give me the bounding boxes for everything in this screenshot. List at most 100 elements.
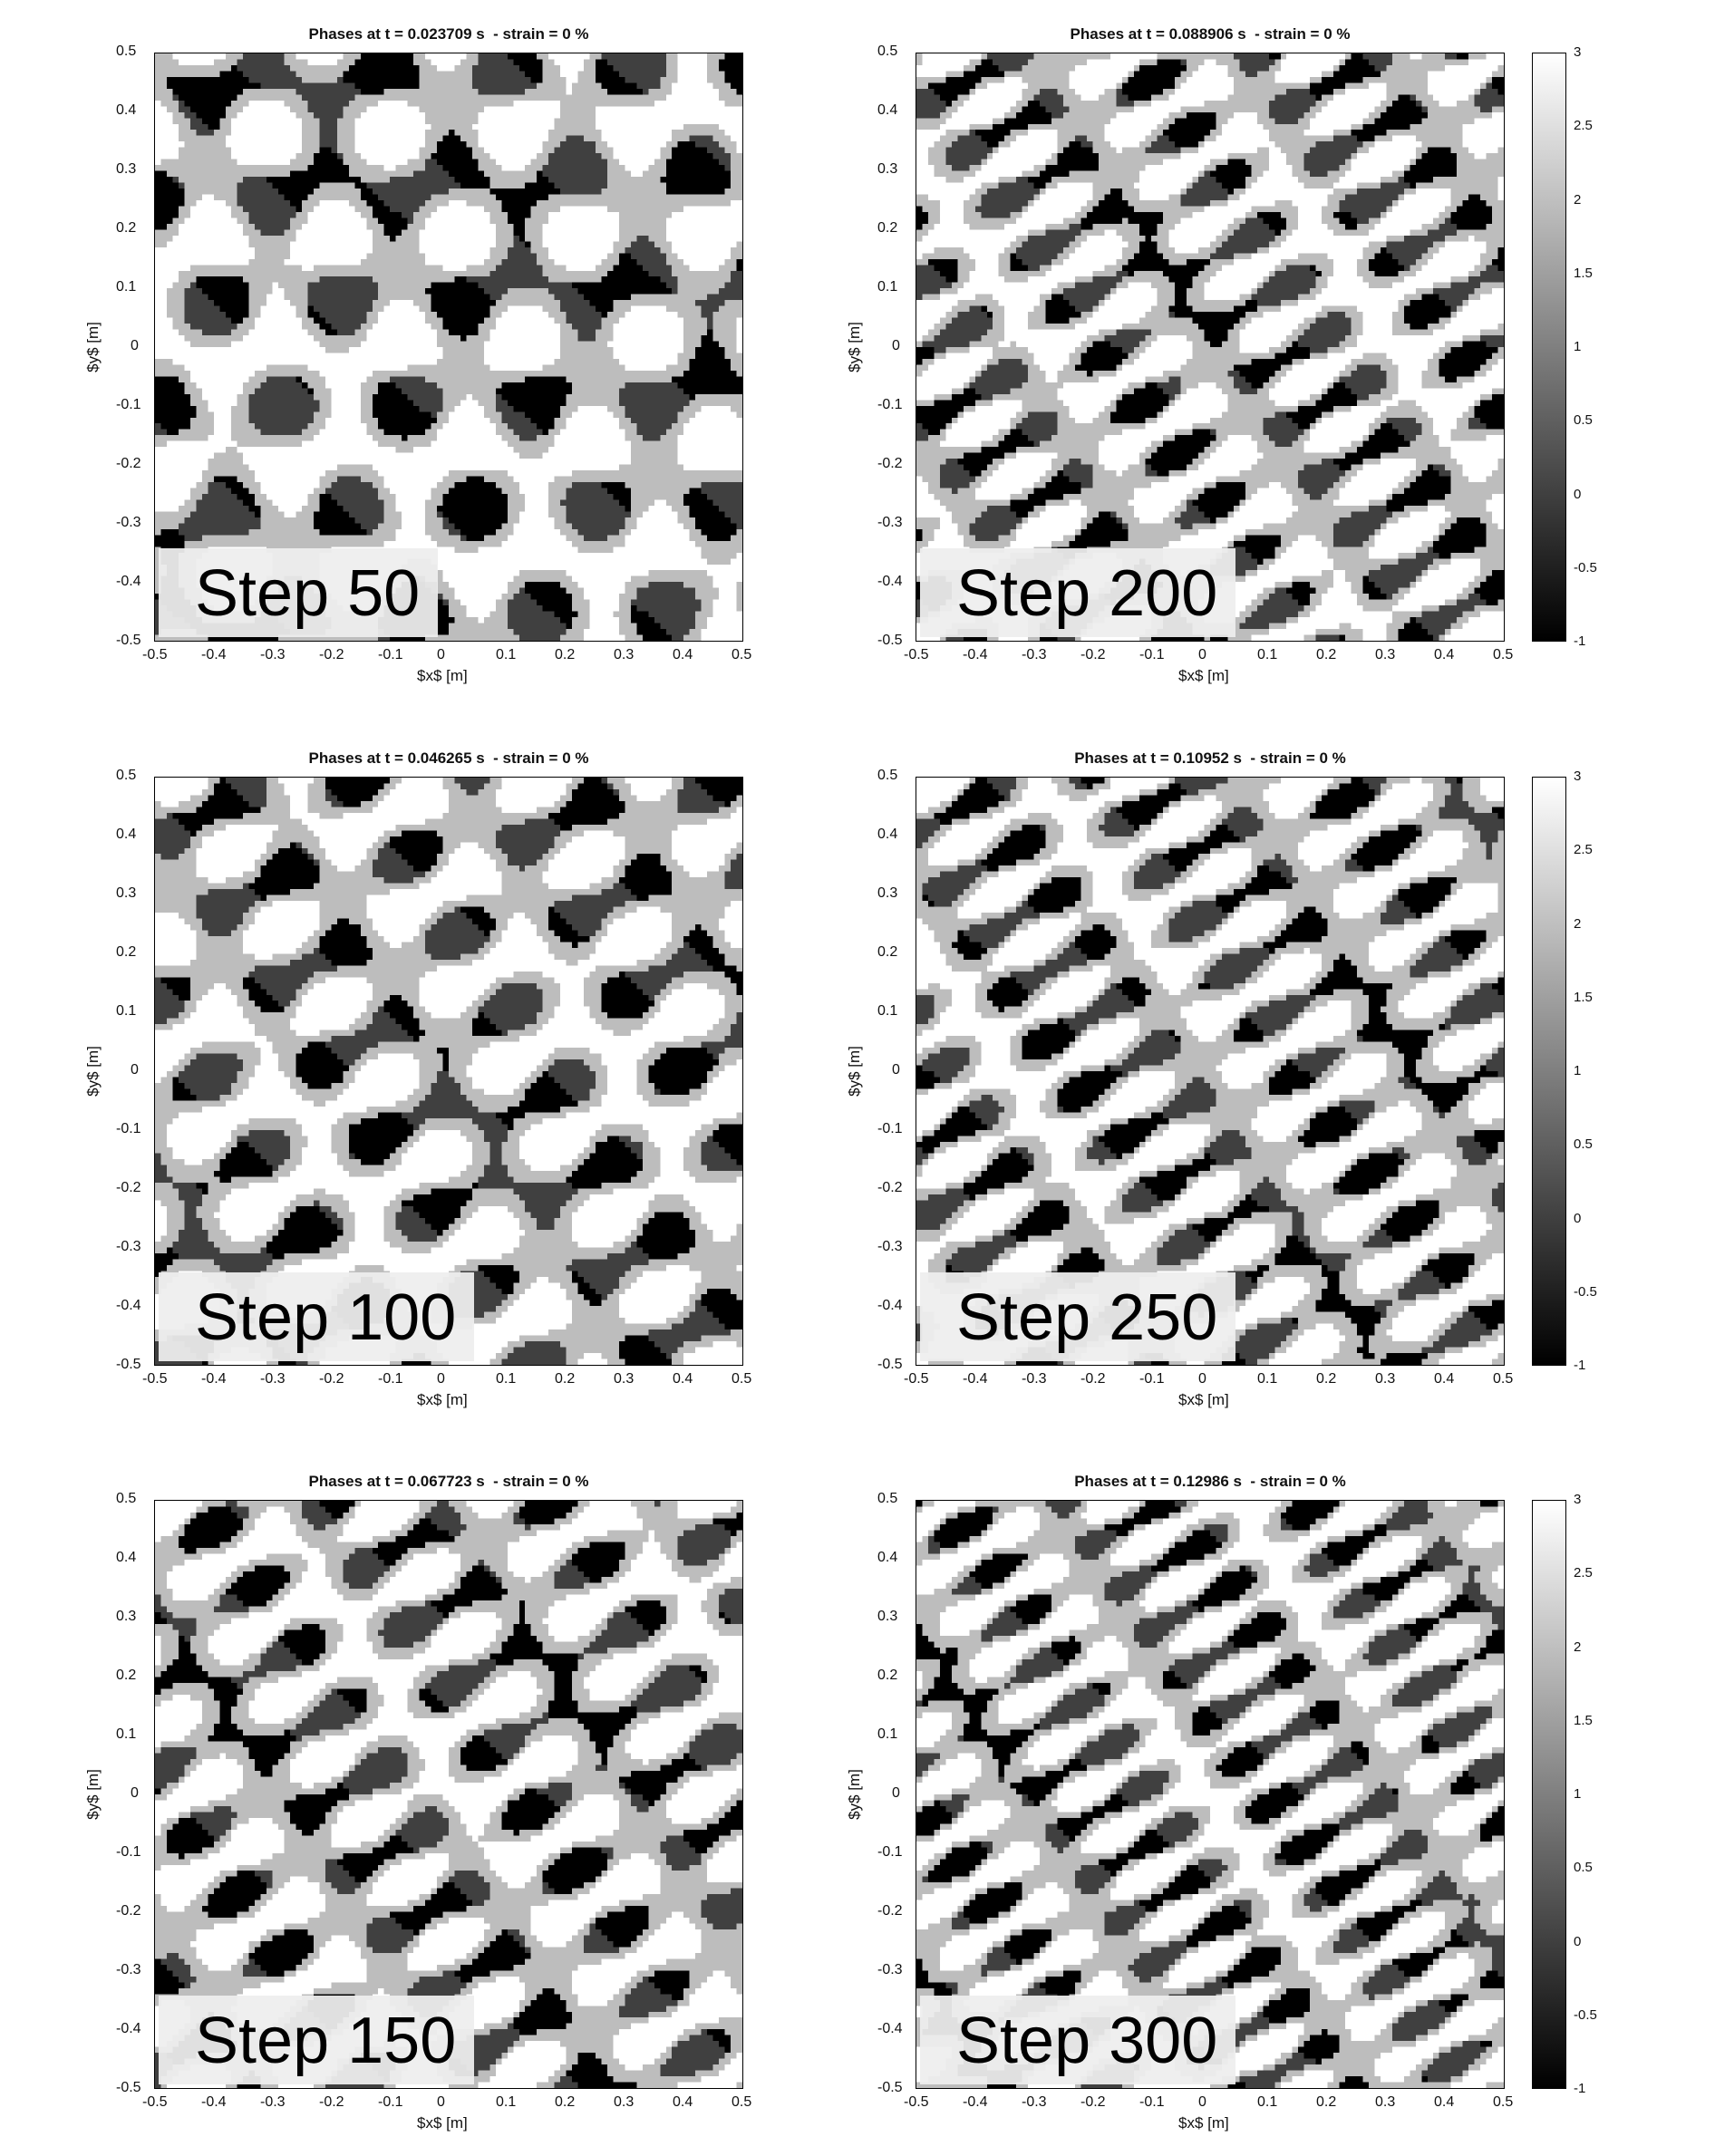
y-tick-label: 0.5 [877, 768, 898, 783]
x-tick-label: -0.2 [1080, 647, 1106, 662]
y-tick-label: 0 [892, 1062, 900, 1078]
y-tick-label: 0.4 [116, 827, 137, 842]
colorbar-tick-label: 3 [1574, 1492, 1582, 1507]
y-tick-label: -0.4 [877, 2021, 903, 2036]
colorbar-tick-label: 0 [1574, 1933, 1582, 1949]
y-tick-label: -0.4 [877, 574, 903, 589]
y-tick-label: 0.4 [877, 1550, 898, 1565]
x-tick-label: 0.3 [1375, 2094, 1396, 2110]
colorbar-tick-label: 1.5 [1574, 265, 1593, 281]
chart-title: Phases at t = 0.12986 s - strain = 0 % [1074, 1473, 1346, 1490]
colorbar-tick-label: 2.5 [1574, 118, 1593, 134]
x-tick-label: -0.4 [963, 2094, 988, 2110]
phase-field [155, 1501, 742, 2088]
y-tick-label: 0.2 [877, 944, 898, 960]
x-tick-label: -0.5 [904, 2094, 929, 2110]
y-tick-label: 0.5 [116, 768, 137, 783]
x-axis-label: $x$ [m] [417, 667, 468, 684]
y-tick-label: -0.5 [116, 2080, 141, 2095]
y-tick-label: 0 [892, 338, 900, 353]
y-tick-label: 0.2 [116, 1668, 137, 1683]
y-tick-label: -0.2 [877, 456, 903, 471]
step-label: Step 300 [920, 1996, 1236, 2084]
x-tick-label: -0.5 [142, 647, 168, 662]
x-tick-label: -0.1 [378, 2094, 403, 2110]
y-axis-label: $y$ [m] [845, 1046, 863, 1097]
y-axis-label: $y$ [m] [83, 322, 102, 372]
y-tick-label: -0.1 [116, 1121, 141, 1136]
colorbar-tick-label: 2.5 [1574, 842, 1593, 858]
step-label: Step 50 [159, 548, 439, 637]
y-tick-label: 0.1 [116, 1003, 137, 1019]
x-tick-label: 0.4 [1434, 647, 1455, 662]
y-tick-label: -0.4 [877, 1298, 903, 1313]
plot-area: Step 50 [154, 53, 743, 642]
y-tick-label: -0.1 [877, 397, 903, 412]
y-tick-label: 0.5 [116, 1491, 137, 1506]
x-tick-label: 0.2 [555, 647, 576, 662]
plot-area: Step 150 [154, 1500, 743, 2089]
colorbar-tick-label: -0.5 [1574, 559, 1597, 575]
x-tick-label: -0.2 [1080, 2094, 1106, 2110]
x-tick-label: 0.4 [673, 647, 693, 662]
colorbar-tick-label: 3 [1574, 44, 1582, 60]
x-tick-label: -0.4 [201, 1371, 227, 1387]
colorbar-tick-label: 1 [1574, 1063, 1582, 1078]
y-tick-label: -0.5 [877, 1357, 903, 1372]
x-tick-label: -0.4 [201, 2094, 227, 2110]
x-tick-label: 0.2 [1316, 647, 1337, 662]
colorbar-tick-label: 3 [1574, 769, 1582, 784]
y-axis-label: $y$ [m] [83, 1769, 102, 1820]
y-tick-label: -0.1 [116, 1844, 141, 1860]
colorbar-tick-label: 1.5 [1574, 1712, 1593, 1728]
y-tick-label: -0.2 [116, 1903, 141, 1919]
x-tick-label: 0.2 [555, 1371, 576, 1387]
x-tick-label: 0.3 [1375, 647, 1396, 662]
colorbar-tick-label: -1 [1574, 1358, 1586, 1373]
x-tick-label: 0.3 [1375, 1371, 1396, 1387]
x-tick-label: 0.1 [496, 1371, 517, 1387]
y-tick-label: -0.4 [116, 574, 141, 589]
x-tick-label: 0 [437, 647, 445, 662]
colorbar-tick-label: 2 [1574, 191, 1582, 208]
x-tick-label: -0.4 [201, 647, 227, 662]
x-tick-label: -0.3 [260, 2094, 286, 2110]
y-tick-label: -0.3 [877, 1962, 903, 1977]
y-tick-label: 0.3 [877, 161, 898, 177]
step-label: Step 200 [920, 548, 1236, 637]
y-tick-label: -0.3 [116, 1239, 141, 1254]
chart-title: Phases at t = 0.046265 s - strain = 0 % [308, 749, 589, 767]
phase-field [916, 53, 1504, 641]
y-tick-label: 0.2 [877, 1668, 898, 1683]
y-tick-label: 0.4 [877, 102, 898, 118]
y-tick-label: -0.3 [116, 1962, 141, 1977]
x-tick-label: -0.3 [260, 1371, 286, 1387]
x-tick-label: -0.5 [142, 1371, 168, 1387]
colorbar-tick-label: 2.5 [1574, 1565, 1593, 1581]
y-tick-label: -0.1 [116, 397, 141, 412]
x-tick-label: 0.3 [614, 647, 635, 662]
y-tick-label: -0.2 [116, 456, 141, 471]
x-axis-label: $x$ [m] [417, 1391, 468, 1408]
x-tick-label: -0.2 [1080, 1371, 1106, 1387]
x-tick-label: -0.4 [963, 647, 988, 662]
chart-title: Phases at t = 0.023709 s - strain = 0 % [308, 25, 589, 43]
plot-area: Step 200 [916, 53, 1505, 642]
x-tick-label: 0.2 [555, 2094, 576, 2110]
x-tick-label: 0.5 [732, 1371, 752, 1387]
y-tick-label: 0.1 [877, 1003, 898, 1019]
y-tick-label: -0.5 [877, 2080, 903, 2095]
x-tick-label: 0.2 [1316, 2094, 1337, 2110]
x-tick-label: 0.3 [614, 1371, 635, 1387]
colorbar [1532, 1500, 1566, 2089]
y-tick-label: 0.5 [877, 1491, 898, 1506]
x-tick-label: 0.4 [673, 1371, 693, 1387]
colorbar-tick-label: -1 [1574, 633, 1586, 649]
chart-title: Phases at t = 0.10952 s - strain = 0 % [1074, 749, 1346, 767]
x-tick-label: -0.5 [904, 647, 929, 662]
y-tick-label: -0.5 [877, 633, 903, 648]
x-tick-label: 0 [1198, 2094, 1206, 2110]
y-axis-label: $y$ [m] [83, 1046, 102, 1097]
phase-field [155, 778, 742, 1365]
y-tick-label: -0.5 [116, 1357, 141, 1372]
